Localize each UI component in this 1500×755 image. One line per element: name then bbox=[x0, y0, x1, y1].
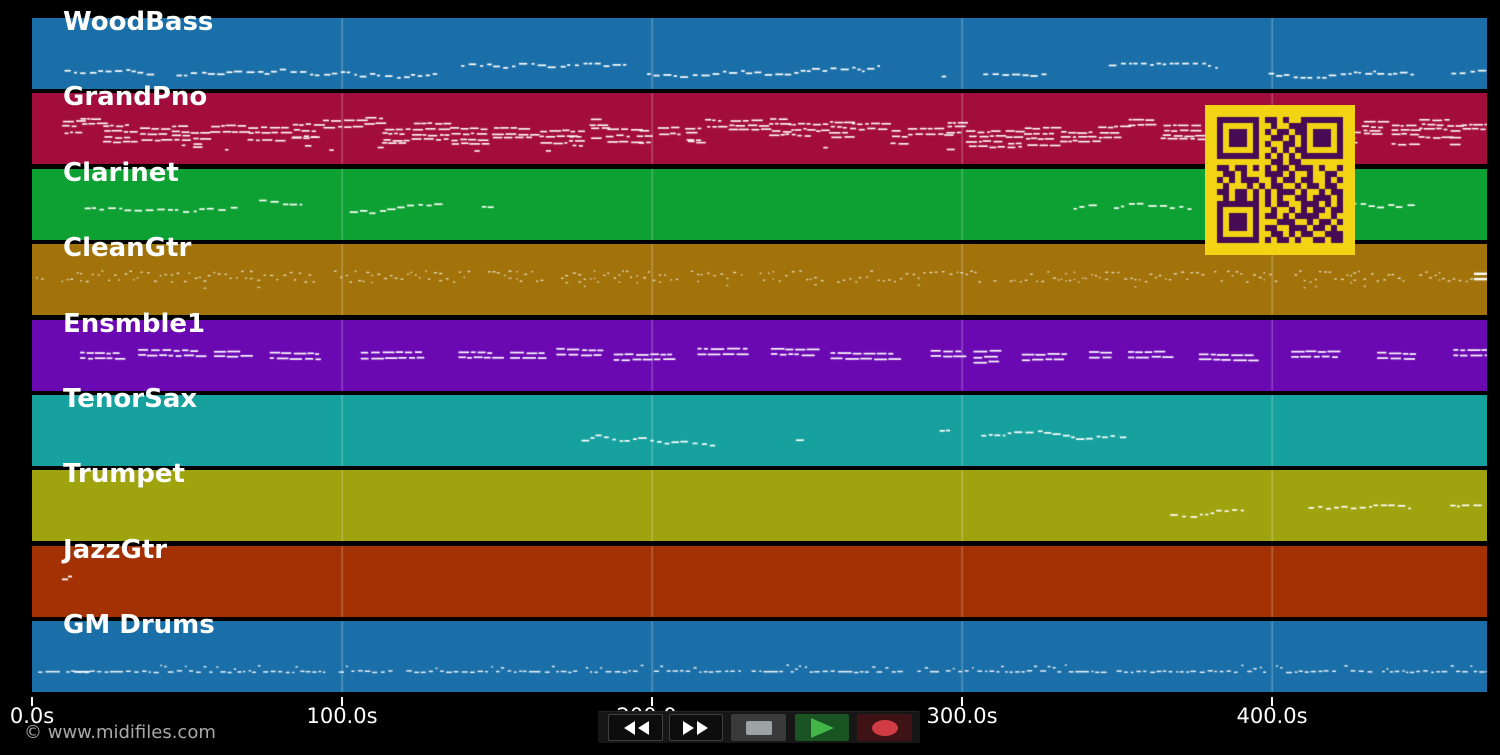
track-label: Clarinet bbox=[63, 157, 179, 188]
fast-forward-icon bbox=[683, 720, 708, 735]
play-button[interactable] bbox=[795, 714, 849, 741]
track-band-tenorsax: TenorSax bbox=[32, 385, 1487, 466]
rewind-icon bbox=[623, 720, 649, 735]
fast-forward-button[interactable] bbox=[669, 714, 723, 741]
track-label: JazzGtr bbox=[63, 534, 168, 565]
record-icon bbox=[871, 719, 898, 736]
copyright-text: © www.midifiles.com bbox=[24, 722, 216, 743]
axis-tick-label: 400.0s bbox=[1236, 704, 1308, 728]
track-band-jazzgtr: JazzGtr bbox=[32, 536, 1487, 617]
track-label: Ensmble1 bbox=[63, 308, 206, 339]
stop-button[interactable] bbox=[731, 714, 786, 741]
track-label: Trumpet bbox=[63, 459, 185, 490]
track-label: GrandPno bbox=[63, 82, 208, 113]
track-label: CleanGtr bbox=[63, 233, 192, 264]
axis-tick-label: 100.0s bbox=[306, 704, 378, 728]
track-band-gmdrums: GM Drums bbox=[32, 611, 1487, 693]
stop-icon bbox=[745, 720, 772, 735]
play-icon bbox=[811, 717, 834, 738]
track-label: GM Drums bbox=[63, 610, 215, 641]
track-label: WoodBass bbox=[63, 7, 214, 37]
track-band-ensmble1: Ensmble1 bbox=[32, 310, 1487, 391]
track-band-trumpet: Trumpet bbox=[32, 461, 1487, 542]
qr-code bbox=[1205, 105, 1355, 255]
record-button[interactable] bbox=[857, 714, 912, 741]
axis-tick-label: 300.0s bbox=[926, 704, 998, 728]
track-label: TenorSax bbox=[63, 384, 198, 414]
transport-bar bbox=[598, 711, 920, 743]
track-band-woodbass: WoodBass bbox=[32, 8, 1487, 89]
rewind-button[interactable] bbox=[608, 714, 663, 741]
